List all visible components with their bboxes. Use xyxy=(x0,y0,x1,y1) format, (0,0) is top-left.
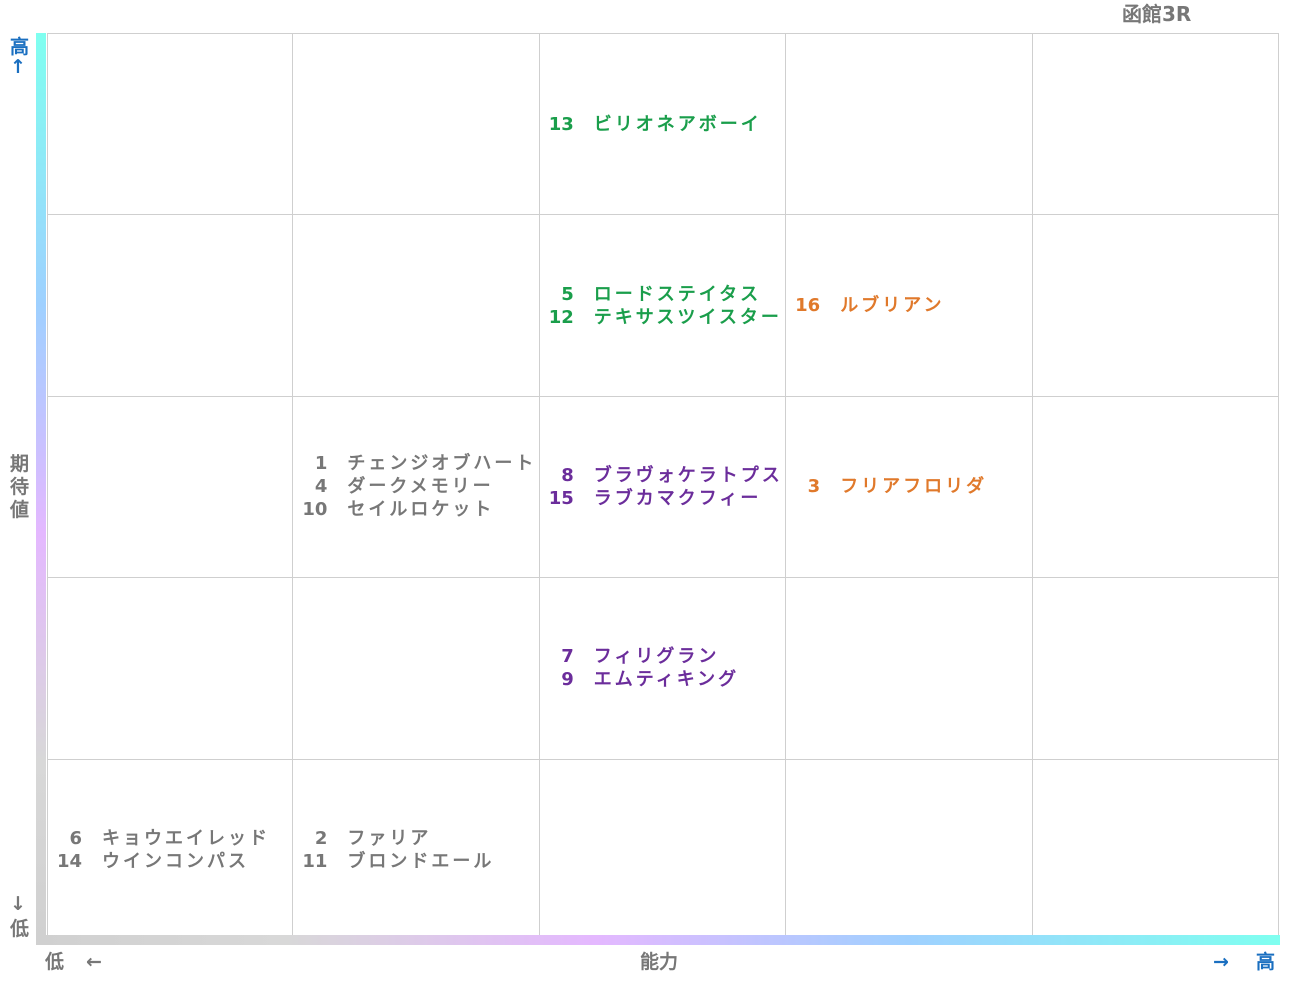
entry: 15 ラブカマクフィー xyxy=(540,487,785,510)
entry-number: 7 xyxy=(561,646,574,668)
title: 函館3R xyxy=(1122,2,1192,26)
entry-number: 12 xyxy=(548,306,574,328)
entry-number: 6 xyxy=(69,827,82,849)
entry-number: 13 xyxy=(548,113,574,135)
cell xyxy=(47,33,294,215)
entry: 13 ビリオネアボーイ xyxy=(540,113,785,136)
entry: 11 ブロンドエール xyxy=(293,850,538,873)
entry-number: 14 xyxy=(56,850,82,872)
cell xyxy=(1032,758,1279,940)
cell xyxy=(47,214,294,396)
x-high: 高 xyxy=(1256,951,1276,973)
entry-number: 5 xyxy=(561,283,574,305)
entry-number: 15 xyxy=(548,487,574,509)
cell xyxy=(47,577,294,759)
y-high: 高 xyxy=(10,36,30,58)
cell: 3 フリアフロリダ xyxy=(786,395,1033,578)
entry: 4 ダークメモリー xyxy=(293,475,538,498)
cell: 6 キョウエイレッド 14 ウインコンパス xyxy=(47,758,294,940)
entry-name: ビリオネアボーイ xyxy=(593,113,762,135)
cell xyxy=(1032,395,1279,578)
entry: 16 ルブリアン xyxy=(786,294,1031,317)
entry-name: セイルロケット xyxy=(347,499,495,521)
entry-name: ブラヴォケラトプス xyxy=(593,464,783,486)
entry: 1 チェンジオブハート xyxy=(293,452,538,475)
cell: 16 ルブリアン xyxy=(786,214,1033,396)
cell xyxy=(47,395,294,578)
entry-name: ファリア xyxy=(347,827,432,849)
entry-name: ルブリアン xyxy=(840,295,945,317)
entry-number: 4 xyxy=(314,476,328,498)
entry-number: 16 xyxy=(795,295,821,317)
x-low-arrow: ← xyxy=(86,951,102,973)
entry-name: フィリグラン xyxy=(593,646,720,668)
entry: 2 ファリア xyxy=(293,827,538,850)
entry-name: ラブカマクフィー xyxy=(593,487,762,509)
y-low: 低 xyxy=(10,918,30,940)
cell xyxy=(293,577,540,759)
entry: 9 エムティキング xyxy=(540,668,785,691)
y-high-arrow: ↑ xyxy=(10,56,26,78)
cell xyxy=(1032,33,1279,215)
cell: 2 ファリア 11 ブロンドエール xyxy=(293,758,540,940)
y-label: 期待値 xyxy=(10,453,30,521)
entry: 8 ブラヴォケラトプス xyxy=(540,464,785,487)
cell: 8 ブラヴォケラトプス 15 ラブカマクフィー xyxy=(539,395,787,578)
entry-name: フリアフロリダ xyxy=(840,476,988,498)
entry: 5 ロードステイタス xyxy=(540,283,785,306)
cell xyxy=(786,758,1033,940)
entry: 6 キョウエイレッド xyxy=(48,827,292,850)
entry-name: キョウエイレッド xyxy=(102,827,270,849)
entry: 10 セイルロケット xyxy=(293,498,538,521)
entry-name: ウインコンパス xyxy=(102,850,249,872)
x-low: 低 xyxy=(45,951,65,973)
entry-number: 10 xyxy=(302,499,328,521)
x-high-arrow: → xyxy=(1213,951,1229,973)
entry-name: ダークメモリー xyxy=(347,476,494,498)
cell: 5 ロードステイタス 12 テキサスツイスター xyxy=(539,214,787,396)
x-label: 能力 xyxy=(640,951,679,973)
x-axis-bar xyxy=(36,935,1280,945)
cell: 13 ビリオネアボーイ xyxy=(539,33,787,215)
cell: 1 チェンジオブハート 4 ダークメモリー 10 セイルロケット xyxy=(293,395,540,578)
y-low-arrow: ↓ xyxy=(10,893,26,915)
cell xyxy=(293,33,540,215)
entry-name: ブロンドエール xyxy=(347,850,495,872)
entry-number: 2 xyxy=(314,827,328,849)
entry-number: 11 xyxy=(302,850,328,872)
entry: 7 フィリグラン xyxy=(540,645,785,668)
entry-number: 1 xyxy=(314,453,328,475)
cell xyxy=(1032,214,1279,396)
entry-name: テキサスツイスター xyxy=(593,306,782,328)
entry: 3 フリアフロリダ xyxy=(786,475,1031,498)
entry-number: 3 xyxy=(807,476,821,498)
entry-name: チェンジオブハート xyxy=(347,453,537,475)
entry-name: エムティキング xyxy=(593,669,740,691)
cell xyxy=(1032,577,1279,759)
y-axis-bar xyxy=(36,33,46,943)
entry-name: ロードステイタス xyxy=(593,283,762,305)
cell xyxy=(539,758,787,940)
entry: 14 ウインコンパス xyxy=(48,850,292,873)
cell: 7 フィリグラン 9 エムティキング xyxy=(539,577,787,759)
entry-number: 9 xyxy=(561,669,574,691)
entry: 12 テキサスツイスター xyxy=(540,306,785,329)
cell xyxy=(293,214,540,396)
cell xyxy=(786,33,1033,215)
entry-number: 8 xyxy=(561,464,574,486)
cell xyxy=(786,577,1033,759)
